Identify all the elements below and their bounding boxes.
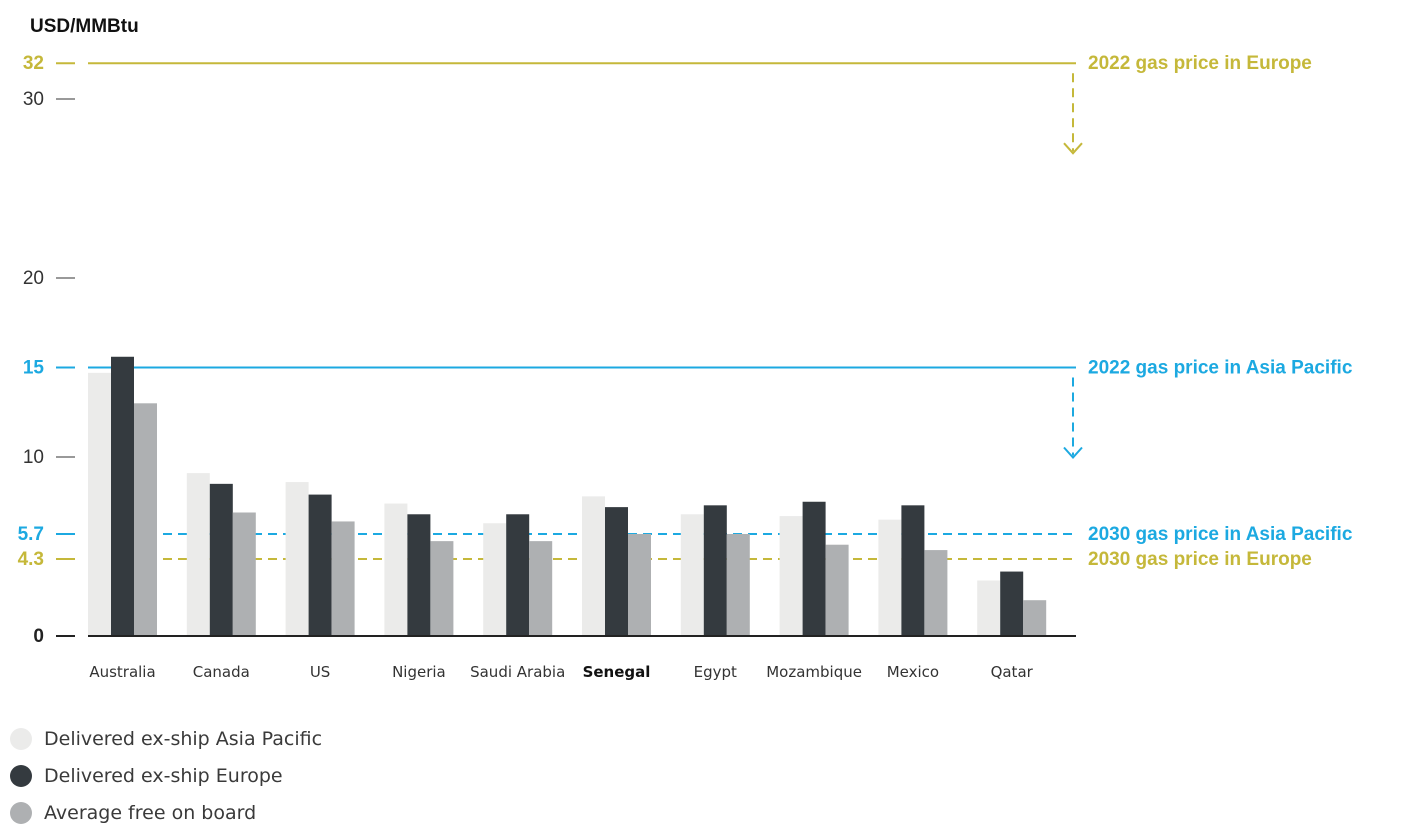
legend-item-asia-pacific: Delivered ex-ship Asia Pacific [10,720,322,757]
bar-senegal-delivered-ex-ship-asia-pacific [582,496,605,636]
x-tick-label-egypt: Egypt [694,663,737,681]
x-tick-label-nigeria: Nigeria [392,663,446,681]
x-tick-label-mexico: Mexico [887,663,939,681]
reference-lines: 2022 gas price in Europe 2022 gas price i… [88,53,1353,570]
legend-item-europe: Delivered ex-ship Europe [10,757,322,794]
y-axis-label: USD/MMBtu [30,16,139,37]
bar-senegal-delivered-ex-ship-europe [605,507,628,636]
legend-label: Delivered ex-ship Europe [44,764,283,787]
x-tick-label-canada: Canada [193,663,250,681]
bar-australia-delivered-ex-ship-europe [111,356,134,636]
bar-saudi-arabia-delivered-ex-ship-europe [506,514,530,636]
bar-nigeria-delivered-ex-ship-europe [407,514,431,636]
ref-label-2022-gas-price-in-asia-pacific: 2022 gas price in Asia Pacific [1088,358,1353,379]
bar-canada-average-free-on-board [232,512,256,636]
bar-qatar-average-free-on-board [1023,600,1047,636]
ref-label-2030-gas-price-in-asia-pacific: 2030 gas price in Asia Pacific [1088,524,1353,545]
bar-australia-average-free-on-board [134,403,157,636]
ref-label-2030-gas-price-in-europe: 2030 gas price in Europe [1088,549,1312,570]
bar-egypt-average-free-on-board [726,533,750,636]
y-tick-label-0: 0 [33,626,44,647]
legend-item-fob: Average free on board [10,794,322,831]
x-tick-label-saudi-arabia: Saudi Arabia [470,663,565,681]
x-tick-label-us: US [310,663,331,681]
bar-canada-delivered-ex-ship-europe [209,483,233,636]
bar-mexico-average-free-on-board [924,550,948,636]
bar-us-delivered-ex-ship-europe [308,494,332,636]
legend-label: Average free on board [44,801,257,824]
bar-egypt-delivered-ex-ship-asia-pacific [680,514,704,636]
bar-mozambique-delivered-ex-ship-asia-pacific [779,516,803,636]
bar-senegal-average-free-on-board [628,533,651,636]
legend-label: Delivered ex-ship Asia Pacific [44,727,323,750]
x-axis: Australia Canada US Nigeria Saudi Arabia Sene… [89,663,1033,681]
arrow-head-2022-gas-price-in-europe [1063,142,1083,155]
bar-mozambique-average-free-on-board [825,544,849,636]
bar-qatar-delivered-ex-ship-europe [1000,571,1024,636]
bar-saudi-arabia-average-free-on-board [529,541,553,636]
y-tick-label-4-3: 4.3 [18,549,44,570]
legend-swatch-europe [10,764,32,787]
bar-qatar-delivered-ex-ship-asia-pacific [977,580,1001,636]
bar-canada-delivered-ex-ship-asia-pacific [186,473,210,636]
bar-mozambique-delivered-ex-ship-europe [802,501,826,636]
y-tick-label-32: 32 [23,53,44,74]
bars [88,356,1047,636]
bar-us-average-free-on-board [331,521,355,636]
y-axis: 0 4.3 5.7 10 15 20 30 32 [18,53,75,647]
bar-saudi-arabia-delivered-ex-ship-asia-pacific [483,523,507,636]
x-tick-label-mozambique: Mozambique [766,663,862,681]
y-tick-label-15: 15 [23,358,45,379]
x-tick-label-australia: Australia [89,663,155,681]
bar-us-delivered-ex-ship-asia-pacific [285,482,309,636]
bar-mexico-delivered-ex-ship-europe [901,505,925,636]
arrow-head-2022-gas-price-in-asia-pacific [1063,446,1083,459]
bar-australia-delivered-ex-ship-asia-pacific [88,372,111,636]
ref-label-2022-gas-price-in-europe: 2022 gas price in Europe [1088,53,1312,74]
legend: Delivered ex-ship Asia Pacific Delivered… [10,720,322,831]
x-tick-label-senegal: Senegal [583,663,651,681]
y-tick-label-5-7: 5.7 [18,524,44,545]
bar-nigeria-average-free-on-board [430,541,454,636]
y-tick-label-20: 20 [23,268,44,289]
legend-swatch-fob [10,801,32,824]
x-tick-label-qatar: Qatar [991,663,1034,681]
y-tick-label-30: 30 [23,89,44,110]
legend-swatch-asia-pacific [10,727,32,750]
bar-mexico-delivered-ex-ship-asia-pacific [878,519,902,636]
y-tick-label-10: 10 [23,447,44,468]
bar-nigeria-delivered-ex-ship-asia-pacific [384,503,408,636]
bar-egypt-delivered-ex-ship-europe [703,505,727,636]
